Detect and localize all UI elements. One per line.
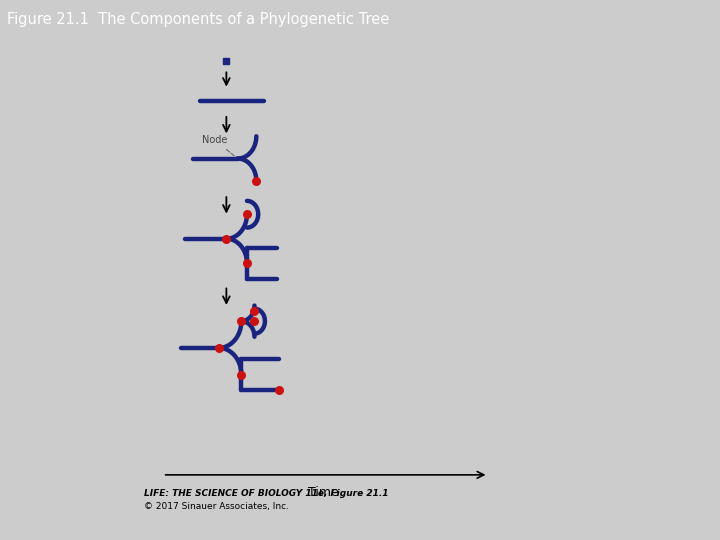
Text: Node: Node	[202, 135, 235, 157]
Text: Figure 21.1  The Components of a Phylogenetic Tree: Figure 21.1 The Components of a Phylogen…	[7, 12, 390, 27]
Text: LIFE: THE SCIENCE OF BIOLOGY 11e, Figure 21.1: LIFE: THE SCIENCE OF BIOLOGY 11e, Figure…	[144, 489, 389, 498]
Text: Time: Time	[308, 486, 339, 499]
Text: © 2017 Sinauer Associates, Inc.: © 2017 Sinauer Associates, Inc.	[144, 502, 289, 511]
